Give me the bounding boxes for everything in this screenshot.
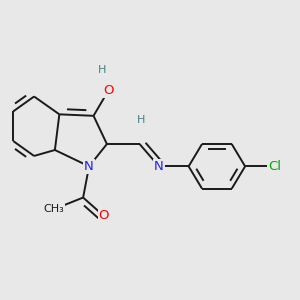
Text: O: O (103, 84, 114, 97)
Text: CH₃: CH₃ (43, 204, 64, 214)
Text: Cl: Cl (268, 160, 281, 173)
Text: N: N (84, 160, 94, 173)
Text: O: O (99, 209, 109, 223)
Text: N: N (154, 160, 164, 173)
Text: H: H (98, 65, 106, 75)
Text: H: H (137, 115, 145, 125)
